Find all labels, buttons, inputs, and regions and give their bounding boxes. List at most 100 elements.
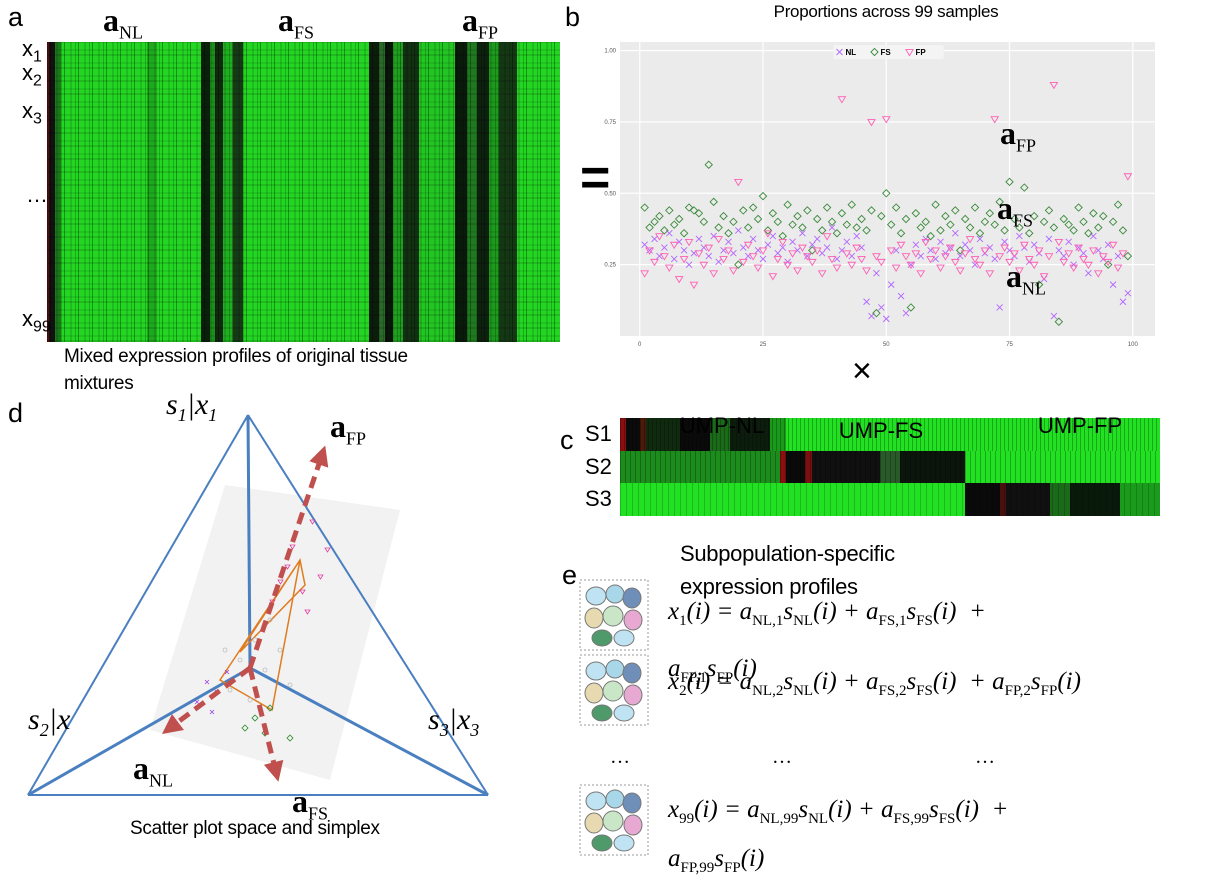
point bbox=[955, 267, 965, 275]
point bbox=[886, 247, 896, 255]
column-label: UMP-FS bbox=[839, 418, 923, 444]
row-label: x2 bbox=[22, 60, 42, 90]
text: Mixed expression profiles of original ti… bbox=[64, 346, 408, 394]
point bbox=[980, 247, 990, 255]
symbol: x bbox=[22, 98, 33, 123]
point bbox=[896, 241, 906, 250]
point bbox=[640, 270, 650, 278]
point bbox=[684, 238, 694, 247]
point bbox=[704, 244, 714, 252]
symbol: a bbox=[992, 668, 1005, 695]
point bbox=[748, 253, 758, 261]
text: | bbox=[186, 388, 195, 421]
point bbox=[862, 226, 871, 235]
y-tick-label: 0.50 bbox=[604, 191, 616, 197]
point bbox=[807, 258, 817, 267]
point bbox=[1093, 270, 1103, 278]
equation: aFP,1sFP(i) bbox=[668, 655, 757, 687]
point bbox=[876, 258, 886, 267]
point bbox=[882, 189, 891, 198]
point bbox=[1025, 229, 1034, 238]
point bbox=[1109, 281, 1117, 288]
text: Scatter plot space and simplex bbox=[130, 818, 380, 839]
point bbox=[985, 270, 995, 278]
point bbox=[1054, 317, 1064, 326]
point bbox=[970, 256, 980, 264]
point bbox=[906, 261, 916, 270]
text: UMP-FP bbox=[1037, 413, 1123, 438]
point bbox=[640, 203, 649, 212]
point bbox=[1103, 258, 1113, 267]
point bbox=[1108, 241, 1118, 250]
point bbox=[1015, 223, 1024, 232]
x-tick-label: 75 bbox=[1006, 342, 1013, 348]
point bbox=[965, 223, 975, 232]
subscript: FP bbox=[478, 22, 499, 43]
symbol: x bbox=[668, 796, 680, 823]
y-tick-label: 1.00 bbox=[604, 49, 616, 55]
point bbox=[689, 281, 699, 290]
symbol: s bbox=[783, 598, 794, 625]
text: × bbox=[852, 352, 872, 390]
text: (i) + bbox=[932, 668, 993, 695]
point bbox=[906, 303, 916, 312]
point bbox=[1059, 258, 1069, 267]
heatmap-subpopulations bbox=[620, 418, 1160, 516]
point bbox=[1094, 223, 1103, 232]
panel-label: e bbox=[562, 560, 577, 591]
y-tick-label: 0.75 bbox=[604, 120, 616, 126]
point bbox=[753, 264, 763, 272]
point bbox=[773, 256, 783, 264]
cell-icon bbox=[579, 579, 649, 651]
subscript: FS bbox=[308, 803, 329, 824]
subscript: FP bbox=[1040, 683, 1058, 699]
panel-label: c bbox=[560, 425, 574, 456]
point bbox=[1016, 232, 1023, 240]
point bbox=[1000, 244, 1010, 252]
text: c bbox=[560, 425, 574, 455]
point bbox=[1069, 264, 1079, 272]
point bbox=[882, 315, 890, 323]
point bbox=[1098, 253, 1108, 261]
symbol: s bbox=[28, 703, 40, 736]
point bbox=[1074, 203, 1083, 212]
point bbox=[1088, 247, 1098, 255]
point bbox=[1113, 264, 1123, 272]
heatmap-row bbox=[620, 418, 1160, 451]
symbol: a bbox=[668, 845, 681, 872]
point bbox=[1029, 261, 1039, 270]
point bbox=[1074, 244, 1083, 252]
point bbox=[783, 200, 792, 209]
subscript: NL,2 bbox=[752, 683, 784, 699]
point bbox=[812, 214, 822, 224]
point bbox=[1000, 226, 1009, 235]
text: a bbox=[8, 2, 24, 32]
symbol: s bbox=[928, 796, 939, 823]
point bbox=[891, 264, 901, 272]
point bbox=[951, 206, 960, 215]
panel-label: b bbox=[565, 2, 580, 33]
point bbox=[670, 255, 678, 263]
point bbox=[996, 304, 1003, 311]
point bbox=[1049, 81, 1059, 90]
symbol: a bbox=[739, 598, 753, 625]
point bbox=[753, 214, 763, 224]
text: UMP-FS bbox=[838, 418, 924, 443]
point bbox=[655, 211, 664, 221]
point bbox=[1114, 252, 1122, 260]
point bbox=[818, 249, 826, 257]
point bbox=[837, 209, 847, 218]
point bbox=[837, 96, 847, 104]
text: Proportions across 99 samples bbox=[773, 2, 999, 21]
point bbox=[661, 244, 668, 251]
plot-area bbox=[620, 42, 1155, 336]
point bbox=[695, 235, 703, 243]
point bbox=[763, 226, 773, 235]
point bbox=[778, 238, 788, 247]
column-label: UMP-NL bbox=[680, 413, 764, 439]
subscript: FS bbox=[916, 683, 933, 699]
point bbox=[1079, 256, 1088, 264]
text: = bbox=[580, 149, 611, 207]
text: S2 bbox=[585, 454, 612, 479]
point bbox=[911, 250, 921, 258]
